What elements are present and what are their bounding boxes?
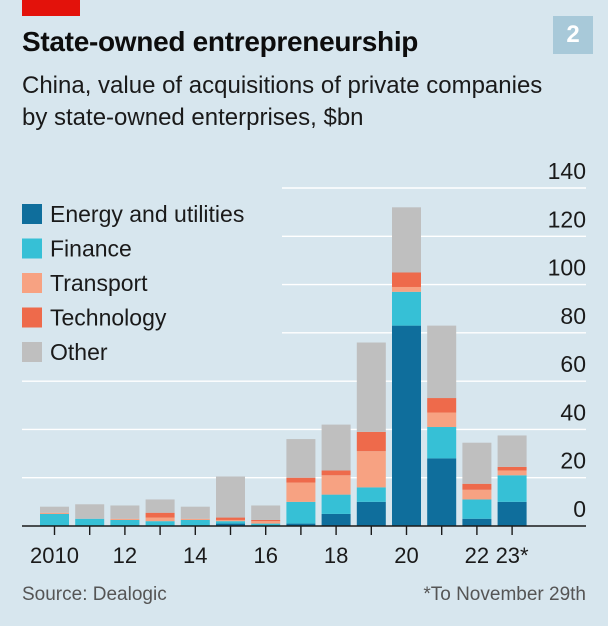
y-tick-label: 40 xyxy=(560,399,586,425)
bar-segment xyxy=(356,501,386,526)
bar-segment xyxy=(40,506,69,513)
bar-segment xyxy=(321,475,351,495)
bar-segment xyxy=(392,286,421,292)
bar-segment xyxy=(462,499,492,519)
legend-label: Other xyxy=(50,339,108,365)
bar-segment xyxy=(110,519,140,526)
x-tick-label: 18 xyxy=(324,543,348,568)
chart-number-badge: 2 xyxy=(553,16,593,54)
bar-segment xyxy=(286,501,316,524)
bar-segment xyxy=(462,518,492,526)
brand-red-tag xyxy=(22,0,80,16)
bar-segment xyxy=(75,504,105,519)
bar-segment xyxy=(462,483,492,490)
bar-segment xyxy=(497,466,527,471)
bar-segment xyxy=(286,523,316,526)
x-tick-label: 12 xyxy=(113,543,137,568)
bar-segment xyxy=(251,505,281,520)
legend-swatch xyxy=(22,204,42,224)
x-tick-label: 20 xyxy=(394,543,418,568)
legend-label: Transport xyxy=(50,270,148,296)
y-tick-label: 60 xyxy=(560,351,586,377)
bar-segment xyxy=(75,518,105,526)
bar-segment xyxy=(392,291,421,326)
bar-segment xyxy=(145,517,175,522)
footnote: *To November 29th xyxy=(423,584,586,605)
bar-segment xyxy=(497,470,527,476)
y-tick-label: 80 xyxy=(560,303,586,329)
chart-title: State-owned entrepreneurship xyxy=(22,26,419,57)
bar-segment xyxy=(321,424,351,471)
bar-segment xyxy=(286,482,316,502)
bar-segment xyxy=(356,487,386,502)
legend-label: Energy and utilities xyxy=(50,201,244,227)
bar-segment xyxy=(321,470,351,476)
source-note: Source: Dealogic xyxy=(22,584,167,605)
bar-segment xyxy=(356,342,386,432)
y-tick-label: 120 xyxy=(548,206,586,232)
bar-segment xyxy=(356,451,386,488)
y-tick-label: 140 xyxy=(548,158,586,184)
bar-segment xyxy=(392,325,421,526)
bar-segment xyxy=(497,435,527,467)
bar-segment xyxy=(392,272,421,287)
bar-segment xyxy=(180,506,210,519)
bar-segment xyxy=(427,458,457,526)
legend-label: Finance xyxy=(50,236,132,262)
legend-swatch xyxy=(22,238,42,259)
bar-segment xyxy=(497,501,527,526)
bar-segment xyxy=(321,494,351,514)
bar-segment xyxy=(427,325,457,399)
bar-segment xyxy=(251,523,281,526)
bar-segment xyxy=(145,521,175,526)
y-tick-label: 0 xyxy=(573,496,586,522)
bar-segment xyxy=(40,513,69,526)
gridlines xyxy=(22,187,586,479)
chart-subtitle: China, value of acquisitions of private … xyxy=(22,72,543,131)
bar-segment xyxy=(427,427,457,459)
bar-segment xyxy=(321,513,351,526)
y-axis-labels: 0 20 40 60 80 100 120 140 xyxy=(548,158,586,522)
bars xyxy=(40,207,527,526)
bar-segment xyxy=(427,398,457,413)
bar-segment xyxy=(286,439,316,478)
bar-segment xyxy=(216,476,245,518)
bar-segment xyxy=(462,489,492,500)
x-tick-label: 2010 xyxy=(30,543,79,568)
bar-segment xyxy=(462,442,492,484)
x-tick-label: 14 xyxy=(183,543,207,568)
legend-label: Technology xyxy=(50,305,167,331)
x-tick-label: 23* xyxy=(496,543,529,568)
legend-swatch xyxy=(22,342,42,362)
bar-segment xyxy=(497,475,527,502)
legend: Energy and utilities Finance Transport Tech… xyxy=(22,201,244,365)
x-tick-label: 16 xyxy=(253,543,277,568)
bar-segment xyxy=(216,521,245,524)
bar-segment xyxy=(392,207,421,273)
bar-segment xyxy=(427,412,457,428)
bar-segment xyxy=(180,519,210,526)
bar-segment xyxy=(40,512,69,514)
bar-segment xyxy=(110,518,140,520)
y-tick-label: 100 xyxy=(548,255,586,281)
bar-segment xyxy=(216,517,245,520)
y-tick-label: 20 xyxy=(560,448,586,474)
bar-segment xyxy=(286,477,316,483)
x-axis-labels: 2010 12 14 16 18 20 22 23* xyxy=(30,526,529,568)
bar-segment xyxy=(145,512,175,518)
bar-segment xyxy=(216,523,245,526)
legend-swatch xyxy=(22,273,42,293)
bar-segment xyxy=(110,505,140,519)
bar-segment xyxy=(180,518,210,520)
bar-segment xyxy=(251,521,281,524)
x-tick-label: 22 xyxy=(465,543,489,568)
bar-segment xyxy=(216,519,245,522)
bar-segment xyxy=(356,431,386,452)
legend-swatch xyxy=(22,307,42,328)
bar-segment xyxy=(145,499,175,513)
bar-segment xyxy=(251,519,281,522)
